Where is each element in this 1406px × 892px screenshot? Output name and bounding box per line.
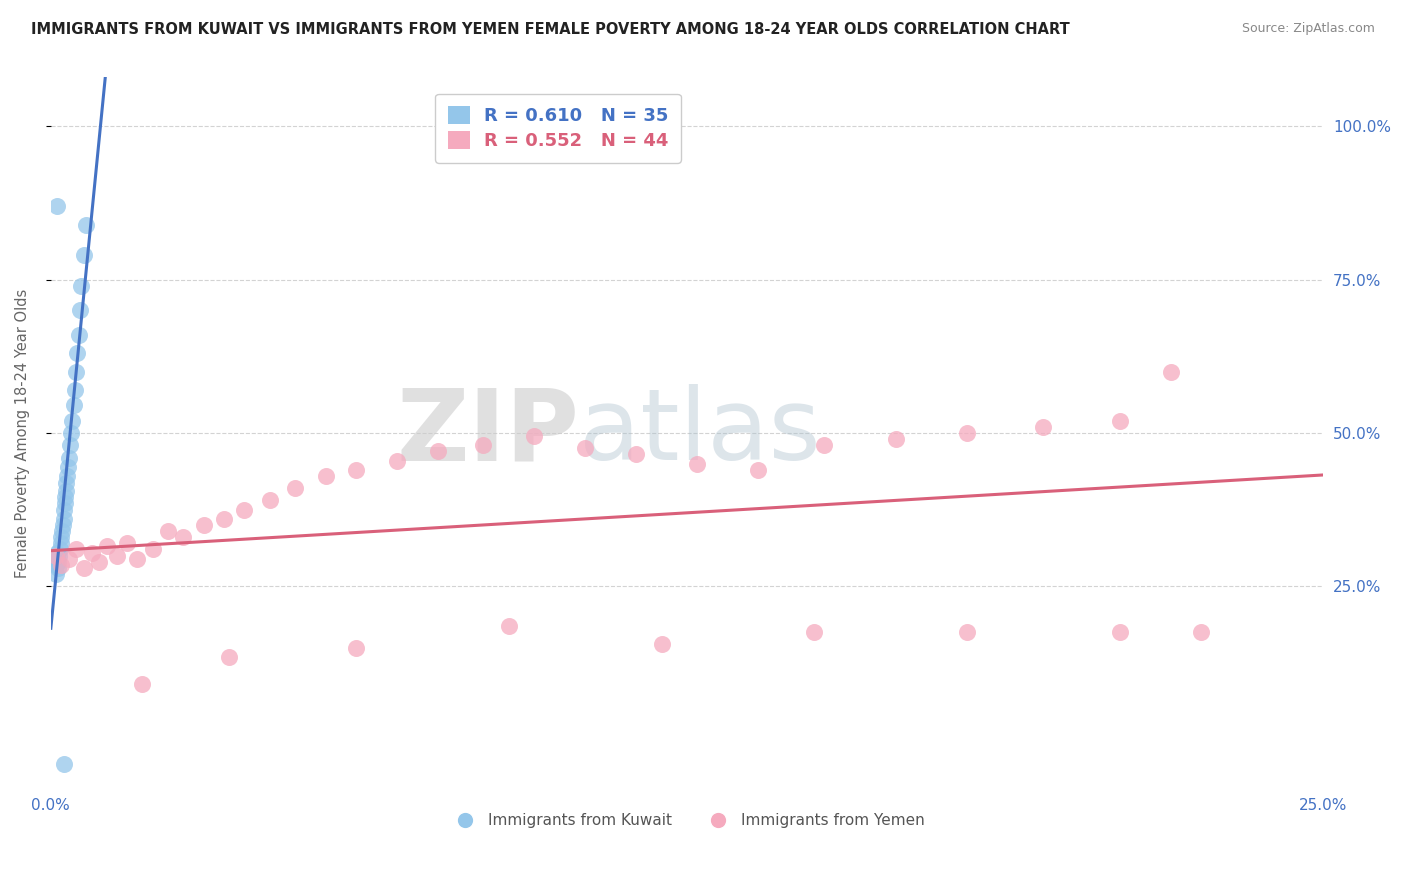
Point [62,398,84,412]
Point [1108,414,1130,428]
Point [48,561,70,575]
Point [89,555,111,569]
Text: atlas: atlas [579,384,821,482]
Point [73,561,96,575]
Point [156,524,179,538]
Point [747,463,769,477]
Point [1160,365,1182,379]
Point [55,476,77,491]
Point [212,512,235,526]
Point [127,551,149,566]
Point [1032,420,1054,434]
Point [70,278,93,293]
Point [52,512,75,526]
Point [60,425,83,440]
Point [49,558,72,572]
Point [45,551,67,566]
Point [115,536,138,550]
Point [259,493,281,508]
Point [426,444,449,458]
Point [1189,625,1212,640]
Point [67,327,90,342]
Legend: Immigrants from Kuwait, Immigrants from Yemen: Immigrants from Kuwait, Immigrants from … [444,807,931,834]
Point [472,438,495,452]
Point [574,442,596,456]
Point [803,625,825,640]
Point [59,438,82,452]
Point [1108,625,1130,640]
Point [51,524,73,538]
Point [58,551,80,566]
Point [52,502,75,516]
Point [344,463,367,477]
Point [80,545,103,559]
Point [193,517,215,532]
Point [65,383,87,397]
Point [956,425,979,440]
Point [58,450,80,465]
Point [218,649,240,664]
Point [884,432,907,446]
Point [651,637,673,651]
Point [49,536,72,550]
Point [46,545,69,559]
Text: IMMIGRANTS FROM KUWAIT VS IMMIGRANTS FROM YEMEN FEMALE POVERTY AMONG 18-24 YEAR : IMMIGRANTS FROM KUWAIT VS IMMIGRANTS FRO… [31,22,1070,37]
Point [284,481,307,495]
Point [49,542,72,557]
Point [172,530,194,544]
Point [45,566,67,581]
Point [48,555,70,569]
Point [56,469,79,483]
Point [131,677,153,691]
Point [53,496,76,510]
Point [66,346,89,360]
Point [45,199,67,213]
Point [65,365,87,379]
Point [53,491,76,505]
Point [105,549,128,563]
Point [233,502,256,516]
Point [56,459,79,474]
Point [60,414,83,428]
Point [956,625,979,640]
Point [49,530,72,544]
Point [315,469,337,483]
Point [45,558,67,572]
Point [69,303,91,318]
Point [142,542,165,557]
Point [686,457,709,471]
Point [55,484,77,499]
Point [48,549,70,563]
Point [344,640,367,655]
Point [45,549,67,563]
Point [75,218,97,232]
Point [624,447,647,461]
Point [73,248,96,262]
Point [498,619,520,633]
Point [52,757,75,772]
Point [385,453,408,467]
Text: ZIP: ZIP [396,384,579,482]
Point [51,517,73,532]
Point [96,540,118,554]
Y-axis label: Female Poverty Among 18-24 Year Olds: Female Poverty Among 18-24 Year Olds [15,288,30,578]
Point [65,542,87,557]
Point [813,438,835,452]
Point [523,429,546,443]
Text: Source: ZipAtlas.com: Source: ZipAtlas.com [1241,22,1375,36]
